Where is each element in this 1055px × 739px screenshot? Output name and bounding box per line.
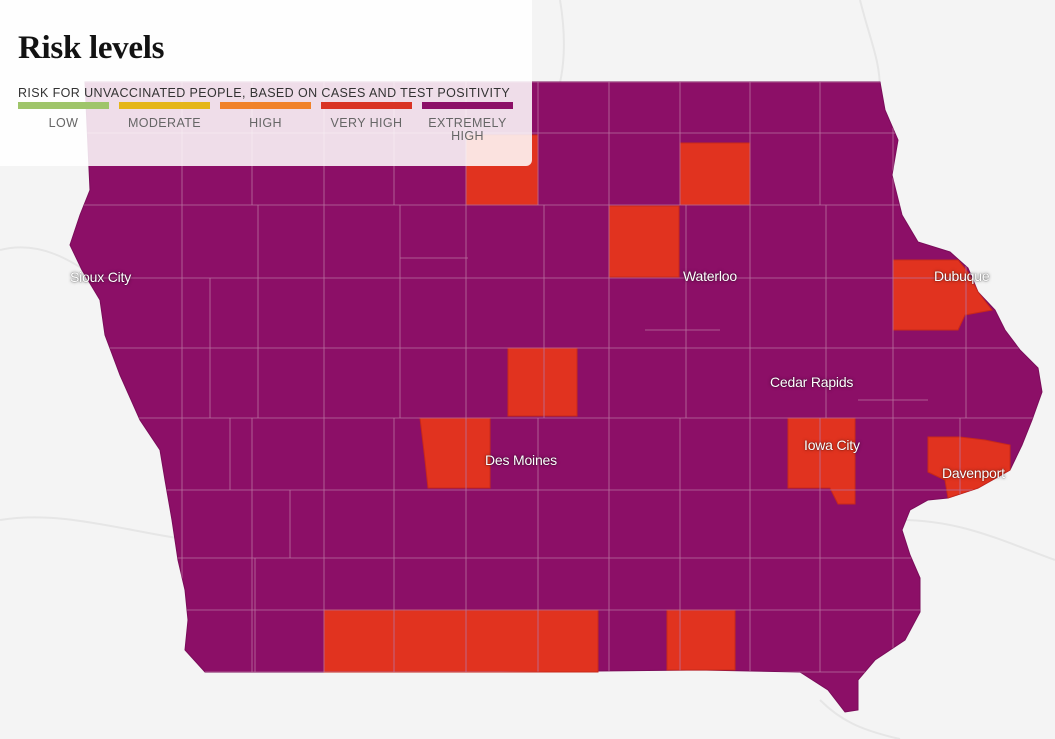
city-label-waterloo: Waterloo xyxy=(683,268,737,284)
county-hamilton[interactable] xyxy=(507,347,578,417)
county-southern-block[interactable] xyxy=(323,609,599,673)
city-label-des-moines: Des Moines xyxy=(485,452,557,468)
legend-swatch-very-high xyxy=(321,102,412,109)
county-floyd[interactable] xyxy=(679,142,751,206)
legend-swatch-low xyxy=(18,102,109,109)
legend-label-low: LOW xyxy=(48,116,79,130)
city-label-sioux-city: Sioux City xyxy=(70,269,132,285)
very-high-counties[interactable] xyxy=(323,134,1011,673)
legend-item-extremely-high: EXTREMELY HIGH xyxy=(422,102,513,143)
county-dubuque[interactable] xyxy=(892,259,993,331)
county-scott[interactable] xyxy=(927,436,1011,499)
legend-subtitle: RISK FOR UNVACCINATED PEOPLE, BASED ON C… xyxy=(18,86,511,100)
legend-label-high: HIGH xyxy=(249,116,282,130)
county-davis[interactable] xyxy=(666,609,736,671)
legend-label-very-high: VERY HIGH xyxy=(330,116,403,130)
county-polk[interactable] xyxy=(419,417,491,489)
legend-swatch-moderate xyxy=(119,102,210,109)
legend-item-high: HIGH xyxy=(220,102,311,130)
legend-item-very-high: VERY HIGH xyxy=(321,102,412,130)
legend-item-low: LOW xyxy=(18,102,109,130)
city-label-dubuque: Dubuque xyxy=(934,268,990,284)
city-label-iowa-city: Iowa City xyxy=(804,437,860,453)
city-label-davenport: Davenport xyxy=(942,465,1005,481)
legend-label-moderate: MODERATE xyxy=(127,116,202,130)
city-label-cedar-rapids: Cedar Rapids xyxy=(770,374,854,390)
legend-label-extremely-high: EXTREMELY HIGH xyxy=(428,116,507,143)
legend-item-moderate: MODERATE xyxy=(119,102,210,130)
legend-swatch-high xyxy=(220,102,311,109)
legend-swatch-extremely-high xyxy=(422,102,513,109)
county-butler[interactable] xyxy=(608,205,680,278)
risk-legend: LOW MODERATE HIGH VERY HIGH EXTREMELY HI… xyxy=(18,102,518,152)
page-title: Risk levels xyxy=(18,30,165,66)
legend-panel: Risk levels RISK FOR UNVACCINATED PEOPLE… xyxy=(0,0,532,166)
